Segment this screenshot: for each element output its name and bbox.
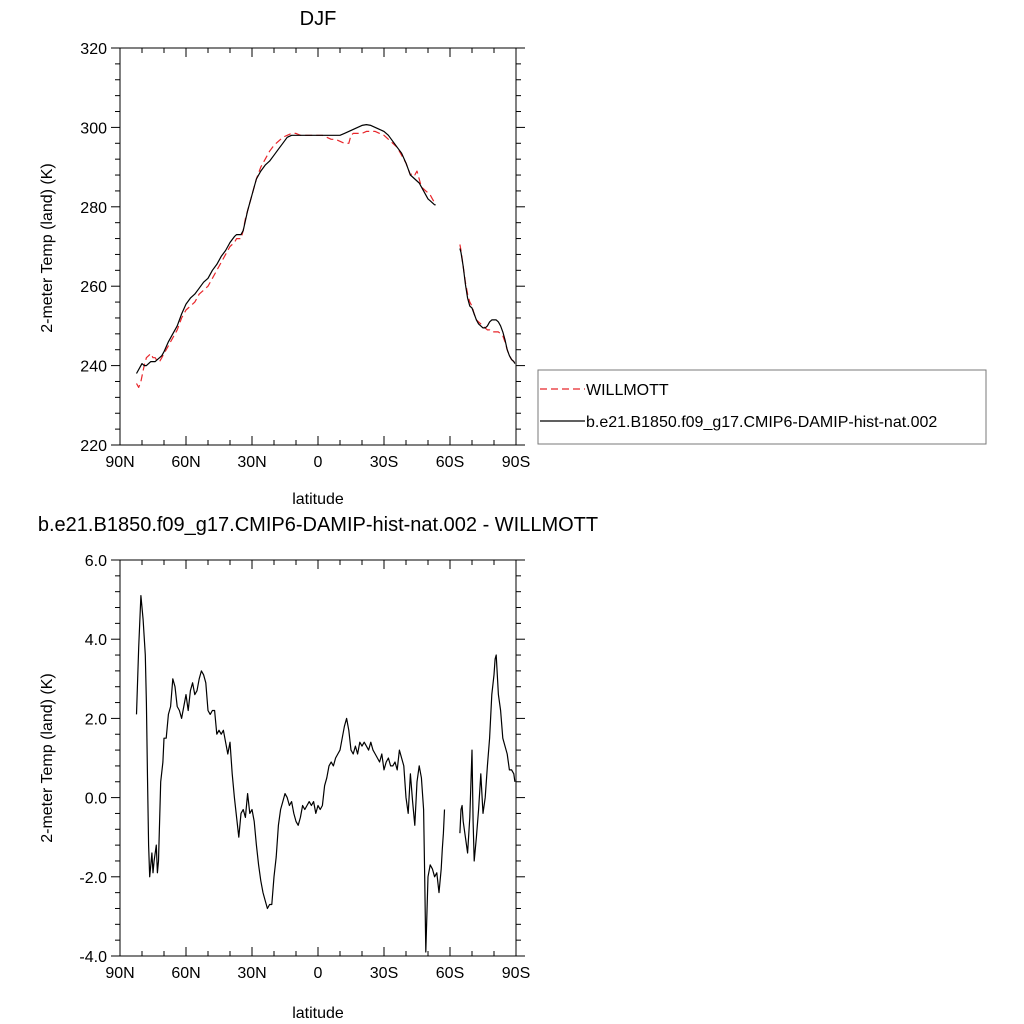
bottom-series-0-line-segment-1 xyxy=(459,654,516,862)
legend-entry-model: b.e21.B1850.f09_g17.CMIP6-DAMIP-hist-nat… xyxy=(586,414,937,431)
top-chart-title: DJF xyxy=(300,8,337,30)
x-tick-label: 60N xyxy=(171,965,200,982)
y-tick-label: 2.0 xyxy=(85,711,107,728)
x-tick-label: 0 xyxy=(314,965,323,982)
x-tick-label: 0 xyxy=(314,454,323,471)
top-axis-ticks xyxy=(111,47,525,446)
bottom-plot-frame xyxy=(119,559,517,957)
y-tick-label: -4.0 xyxy=(79,949,107,966)
legend-entry-willmott: WILLMOTT xyxy=(586,382,669,399)
legend-box xyxy=(537,369,987,445)
y-tick-label: 240 xyxy=(80,359,107,376)
x-tick-label: 60S xyxy=(436,965,464,982)
top-plot-frame xyxy=(119,47,517,446)
x-tick-label: 30N xyxy=(237,454,266,471)
y-tick-label: -2.0 xyxy=(79,870,107,887)
y-tick-label: 280 xyxy=(80,200,107,217)
bottom-y-axis-label: 2-meter Temp (land) (K) xyxy=(39,673,56,843)
x-tick-label: 30S xyxy=(370,454,398,471)
x-tick-label: 90S xyxy=(502,965,530,982)
y-tick-label: 260 xyxy=(80,279,107,296)
x-tick-label: 60N xyxy=(171,454,200,471)
top-x-axis-label: latitude xyxy=(292,491,344,508)
top-tick-labels: 90N 60N 30N 0 30S 60S 90S 220 240 260 280 300 320 xyxy=(80,41,530,471)
top-series-0-line-segment-0 xyxy=(135,130,436,388)
top-y-axis-label: 2-meter Temp (land) (K) xyxy=(39,163,56,333)
x-tick-label: 30N xyxy=(237,965,266,982)
x-tick-label: 90N xyxy=(105,454,134,471)
y-tick-label: 4.0 xyxy=(85,632,107,649)
y-tick-label: 320 xyxy=(80,41,107,58)
x-tick-label: 30S xyxy=(370,965,398,982)
x-tick-label: 90S xyxy=(502,454,530,471)
bottom-tick-labels: 90N 60N 30N 0 30S 60S 90S -4.0 -2.0 0.0 2.0 4.0 6.0 xyxy=(79,553,530,982)
y-tick-label: 6.0 xyxy=(85,553,107,570)
bottom-panel: b.e21.B1850.f09_g17.CMIP6-DAMIP-hist-nat… xyxy=(38,514,598,1022)
y-tick-label: 220 xyxy=(80,438,107,455)
top-series-group xyxy=(135,124,516,388)
top-panel: DJF 2-meter Temp (land) (K) latitude 90N… xyxy=(39,8,987,508)
top-series-1-line-segment-1 xyxy=(459,248,516,364)
bottom-series-0-line-segment-0 xyxy=(135,595,446,953)
y-tick-label: 0.0 xyxy=(85,791,107,808)
y-tick-label: 300 xyxy=(80,120,107,137)
bottom-series-group xyxy=(135,595,516,953)
bottom-x-axis-label: latitude xyxy=(292,1005,344,1022)
legend: WILLMOTT b.e21.B1850.f09_g17.CMIP6-DAMIP… xyxy=(537,369,987,445)
x-tick-label: 90N xyxy=(105,965,134,982)
bottom-chart-title: b.e21.B1850.f09_g17.CMIP6-DAMIP-hist-nat… xyxy=(38,514,598,536)
top-series-1-line-segment-0 xyxy=(135,124,436,374)
x-tick-label: 60S xyxy=(436,454,464,471)
bottom-axis-ticks xyxy=(111,559,525,957)
